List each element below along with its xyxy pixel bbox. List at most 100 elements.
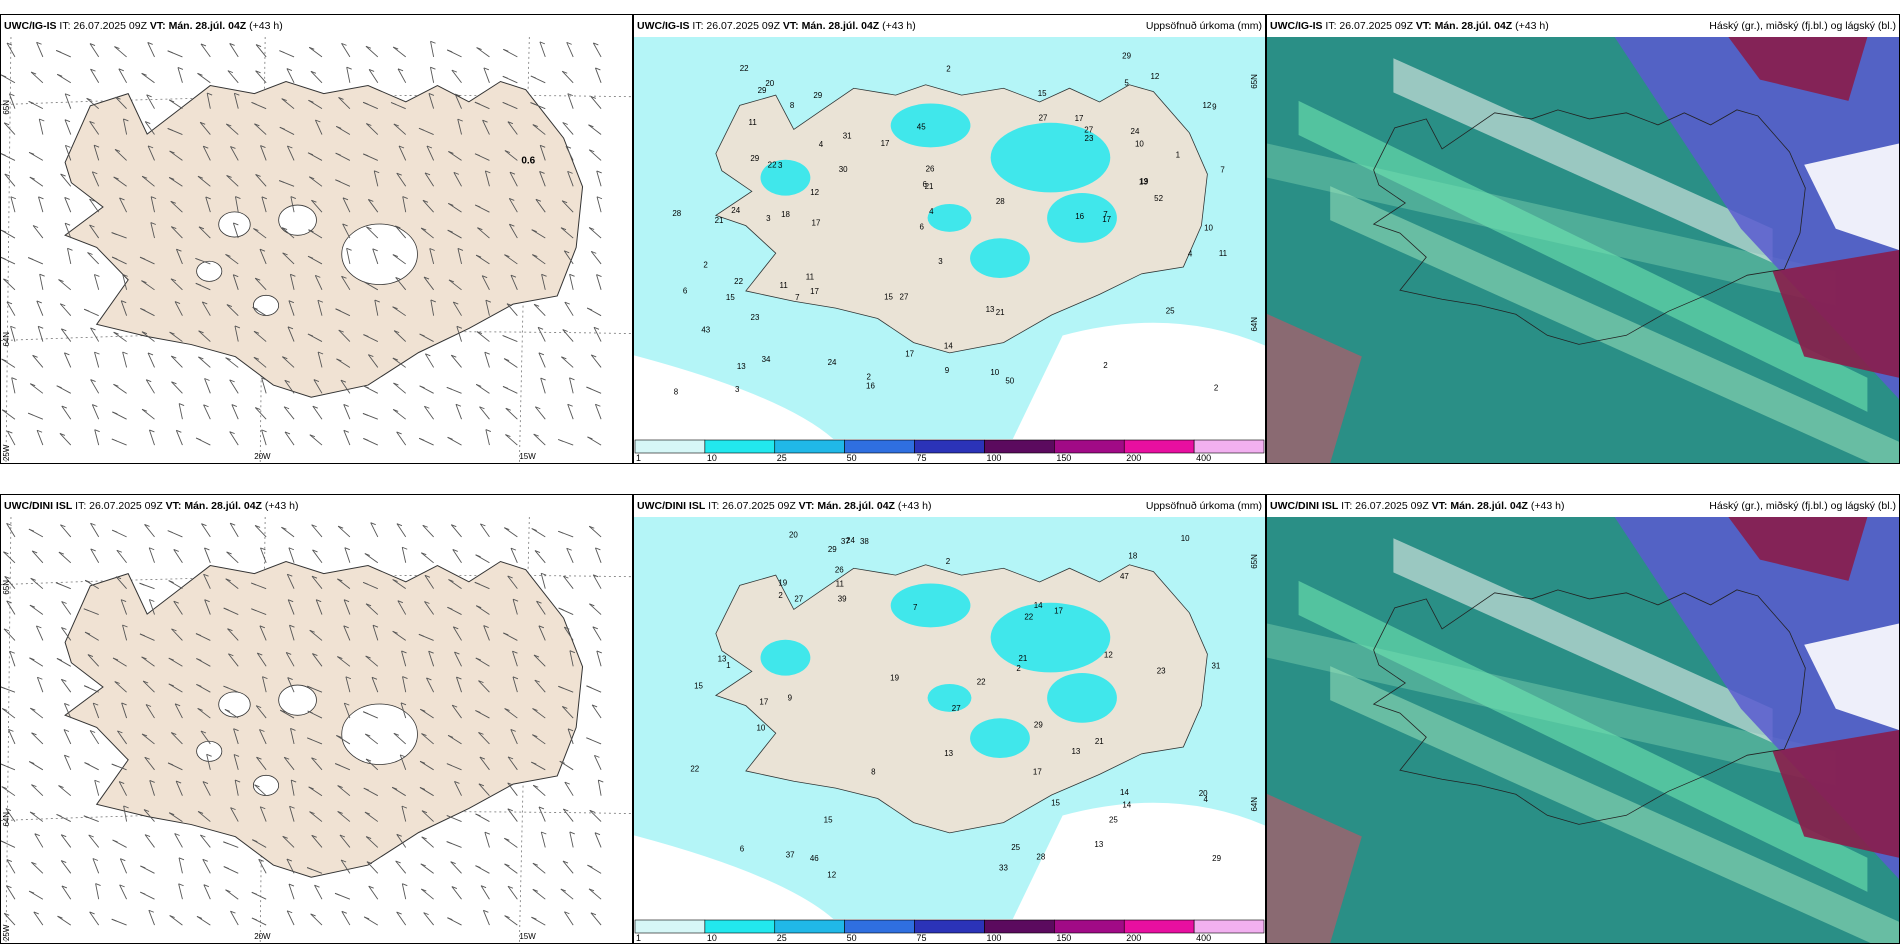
precip-value: 22: [690, 765, 699, 774]
colorbar-tick-label: 10: [707, 933, 717, 943]
low-cloud: [1772, 730, 1899, 858]
precip-value: 15: [726, 293, 735, 302]
precip-value: 18: [781, 210, 790, 219]
precip-value: 30: [839, 165, 848, 174]
precip-value: 24: [828, 358, 837, 367]
precip-value: 28: [996, 197, 1005, 206]
graticule-label: 64N: [1250, 797, 1259, 812]
cloud-band: [1330, 186, 1899, 463]
precip-value: 9: [945, 366, 950, 375]
no-precip-area: [1012, 802, 1265, 919]
colorbar-swatch: [984, 439, 1055, 454]
panel-dini-precip: UWC/DINI ISL IT: 26.07.2025 09Z VT: Mán.…: [633, 494, 1266, 944]
cloud-band: [1298, 580, 1868, 892]
precip-value: 15: [824, 816, 833, 825]
glacier: [278, 684, 317, 716]
precip-blob: [990, 122, 1111, 193]
precip-blob: [927, 683, 972, 712]
lead-time: (+43 h): [882, 20, 916, 32]
precip-value: 27: [1039, 113, 1048, 122]
colorbar-swatch: [704, 919, 776, 934]
precip-value: 17: [1075, 114, 1084, 123]
colorbar-swatch: [634, 919, 706, 934]
precip-value: 15: [694, 681, 703, 690]
colorbar-swatch: [704, 439, 776, 454]
precip-value: 29: [1122, 51, 1131, 60]
field-title: Uppsöfnuð úrkoma (mm): [1145, 500, 1262, 512]
max-value-label: 0.6: [521, 155, 535, 166]
precip-value: 29: [750, 154, 759, 163]
init-time: IT: 26.07.2025 09Z: [59, 20, 147, 32]
precip-value: 11: [836, 580, 845, 589]
no-precip-area: [1012, 322, 1265, 439]
colorbar-swatch: [844, 439, 915, 454]
precip-blob: [990, 602, 1111, 673]
precip-value: 27: [1084, 126, 1093, 135]
low-cloud: [1772, 250, 1899, 378]
precip-value: 6: [922, 180, 927, 189]
init-time: IT: 26.07.2025 09Z: [692, 20, 780, 32]
glacier: [278, 204, 317, 236]
precip-value: 24: [731, 206, 740, 215]
precip-value: 12: [1202, 101, 1211, 110]
cloud-map: [1267, 37, 1899, 463]
colorbar-tick-label: 1: [636, 933, 641, 943]
colorbar-tick-label: 25: [777, 453, 787, 463]
precip-value: 2: [946, 65, 951, 74]
precip-value: 17: [1054, 607, 1063, 616]
glacier: [341, 703, 418, 765]
valid-time: VT: Mán. 28.júl. 04Z: [1431, 500, 1528, 512]
precip-value: 13: [718, 654, 727, 663]
precip-value: 6: [740, 845, 745, 854]
precip-value: 22: [734, 277, 743, 286]
iceland-land: [64, 80, 584, 398]
panel-header: UWC/IG-IS IT: 26.07.2025 09Z VT: Mán. 28…: [634, 15, 1265, 37]
init-time: IT: 26.07.2025 09Z: [1325, 20, 1413, 32]
precip-value: 10: [1181, 534, 1190, 543]
init-time: IT: 26.07.2025 09Z: [75, 500, 163, 512]
precip-value: 25: [1109, 815, 1118, 824]
graticule-label: 25W: [2, 924, 11, 941]
precip-value: 52: [1154, 194, 1163, 203]
precip-value: 17: [810, 287, 819, 296]
precip-value: 17: [1102, 215, 1111, 224]
precip-value: 9: [1212, 102, 1217, 111]
graticule-label: 20W: [254, 452, 271, 461]
precip-value: 29: [813, 91, 822, 100]
colorbar-swatch: [1123, 439, 1195, 454]
precip-value: 14: [1120, 788, 1129, 797]
precip-value: 3: [766, 214, 771, 223]
colorbar-swatch: [1193, 439, 1265, 454]
valid-time: VT: Mán. 28.júl. 04Z: [165, 500, 262, 512]
precip-value: 12: [1150, 72, 1159, 81]
clear-sky: [1804, 623, 1899, 730]
precip-value: 10: [1135, 139, 1144, 148]
init-time: IT: 26.07.2025 09Z: [1341, 500, 1429, 512]
precip-blob: [760, 159, 811, 196]
precip-value: 23: [751, 313, 760, 322]
precip-value: 22: [1024, 612, 1033, 621]
colorbar-tick-label: 150: [1056, 453, 1071, 463]
precip-value: 10: [990, 368, 999, 377]
precip-value: 17: [905, 350, 914, 359]
precip-value: 17: [812, 218, 821, 227]
panel-igis-precip: UWC/IG-IS IT: 26.07.2025 09Z VT: Mán. 28…: [633, 14, 1266, 464]
precip-value: 22: [977, 678, 986, 687]
colorbar-tick-label: 100: [986, 933, 1001, 943]
wind-map: 0.6 65N 64N 25W 20W 15W: [1, 37, 632, 463]
precip-colorbar: 1 10 25 50 75 100 150 200 400: [634, 919, 1265, 943]
field-title: Háský (gr.), miðský (fj.bl.) og lágský (…: [1709, 500, 1896, 512]
precip-value: 13: [1094, 840, 1103, 849]
precip-value: 19: [778, 579, 787, 588]
precip-value: 28: [672, 209, 681, 218]
precip-value: 26: [926, 164, 935, 173]
precip-value: 15: [884, 293, 893, 302]
precip-value: 37: [841, 537, 850, 546]
precip-value: 15: [1051, 798, 1060, 807]
precip-value: 6: [919, 223, 924, 232]
precip-value: 12: [810, 188, 819, 197]
precip-value: 34: [762, 355, 771, 364]
panel-dini-cloud: UWC/DINI ISL IT: 26.07.2025 09Z VT: Mán.…: [1266, 494, 1900, 944]
precip-value: 9: [788, 693, 793, 702]
graticule-label: 65N: [1250, 554, 1259, 569]
